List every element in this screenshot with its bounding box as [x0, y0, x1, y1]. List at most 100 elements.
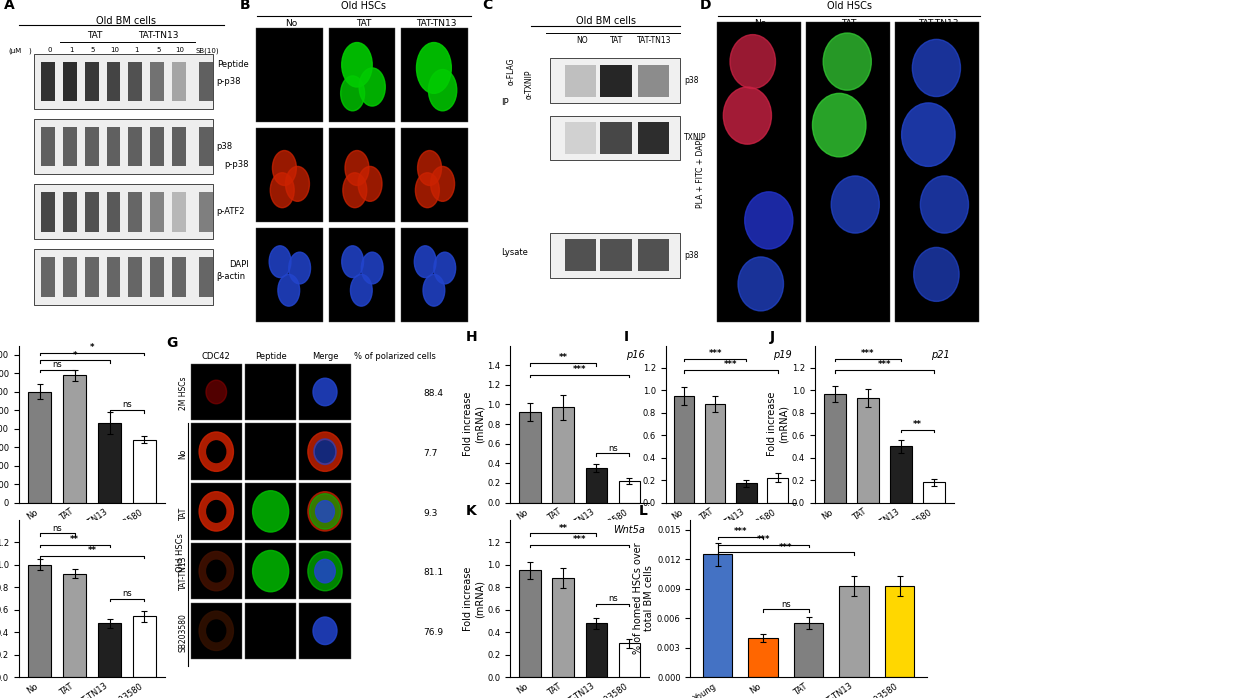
Circle shape [343, 173, 367, 208]
Text: L: L [638, 504, 647, 519]
Text: ns: ns [608, 444, 618, 453]
Circle shape [285, 166, 310, 201]
Circle shape [207, 380, 226, 403]
Text: ): ) [29, 47, 31, 54]
Circle shape [316, 441, 335, 463]
Text: G: G [167, 336, 178, 350]
Circle shape [341, 76, 364, 111]
Bar [736, 484, 756, 503]
Text: p19: p19 [774, 350, 792, 360]
Text: 9.3: 9.3 [424, 509, 438, 517]
Bar [85, 257, 98, 297]
Circle shape [307, 432, 342, 471]
Text: 76.9: 76.9 [424, 628, 444, 637]
Bar [705, 404, 725, 503]
Circle shape [316, 500, 335, 522]
Text: ns: ns [781, 600, 791, 609]
Text: CDC42: CDC42 [202, 352, 230, 362]
Text: **: ** [559, 524, 567, 533]
Bar [806, 22, 889, 322]
Bar [172, 192, 185, 232]
Circle shape [253, 551, 289, 592]
Circle shape [417, 43, 452, 94]
Text: ns: ns [52, 524, 62, 533]
Bar [172, 127, 185, 166]
Bar [172, 61, 185, 101]
Bar [923, 482, 945, 503]
Circle shape [745, 192, 792, 249]
Bar [190, 364, 243, 420]
Bar [256, 128, 322, 222]
Circle shape [313, 617, 337, 644]
Circle shape [199, 432, 234, 471]
Bar [824, 394, 846, 503]
Bar [63, 192, 77, 232]
Bar [63, 257, 77, 297]
Bar [840, 586, 868, 677]
Text: TAT-TN13: TAT-TN13 [179, 556, 188, 590]
Text: ***: *** [724, 360, 738, 369]
Circle shape [730, 35, 775, 89]
Bar [107, 127, 121, 166]
Bar [256, 28, 322, 122]
Circle shape [738, 257, 784, 311]
Text: ***: *** [709, 349, 722, 358]
Bar [190, 543, 243, 600]
Text: 5: 5 [156, 47, 160, 53]
Bar [172, 257, 185, 297]
Circle shape [307, 491, 342, 531]
Text: ***: *** [573, 365, 586, 374]
Text: ***: *** [861, 349, 875, 358]
Text: Peptide: Peptide [255, 352, 286, 362]
Circle shape [430, 166, 454, 201]
Bar [328, 128, 396, 222]
Bar [674, 396, 694, 503]
Circle shape [270, 173, 294, 208]
Text: **: ** [87, 546, 97, 555]
Text: α-FLAG: α-FLAG [506, 57, 515, 85]
Text: NO: NO [576, 36, 587, 45]
Text: Old BM cells: Old BM cells [96, 15, 156, 26]
Text: ns: ns [122, 401, 132, 410]
Bar [151, 127, 164, 166]
Text: B: B [240, 0, 250, 12]
Text: **: ** [913, 420, 922, 429]
Text: p16: p16 [627, 350, 646, 360]
Circle shape [207, 560, 225, 582]
Circle shape [912, 39, 960, 96]
Circle shape [199, 491, 234, 531]
Bar [85, 61, 98, 101]
Text: Old HSCs: Old HSCs [341, 1, 387, 10]
Circle shape [289, 252, 311, 284]
Text: TAT: TAT [356, 19, 372, 28]
Bar [245, 364, 296, 420]
Bar [600, 239, 632, 272]
Bar [519, 570, 541, 677]
Text: ***: *** [756, 535, 770, 544]
Bar [300, 602, 351, 659]
Text: % of polarized cells: % of polarized cells [355, 352, 437, 362]
Bar [402, 28, 468, 122]
Circle shape [199, 611, 234, 651]
Circle shape [351, 274, 372, 306]
Text: DAPI: DAPI [229, 260, 249, 269]
Bar [35, 249, 213, 304]
Circle shape [315, 559, 336, 583]
Text: p21: p21 [932, 350, 950, 360]
Text: Old HSCs: Old HSCs [826, 1, 872, 10]
Bar [618, 644, 641, 677]
Bar [256, 228, 322, 322]
Text: No: No [285, 19, 297, 28]
Bar [35, 119, 213, 174]
Text: TXNIP: TXNIP [684, 133, 707, 142]
Text: ***: *** [573, 535, 586, 544]
Text: 81.1: 81.1 [424, 568, 444, 577]
Bar [199, 127, 213, 166]
Text: Lysate: Lysate [501, 248, 529, 257]
Text: ***: *** [734, 527, 748, 536]
Text: Old BM cells: Old BM cells [576, 15, 636, 26]
Bar [300, 543, 351, 600]
Bar [41, 61, 55, 101]
Text: I: I [623, 329, 629, 344]
Text: SB203580: SB203580 [179, 613, 188, 652]
